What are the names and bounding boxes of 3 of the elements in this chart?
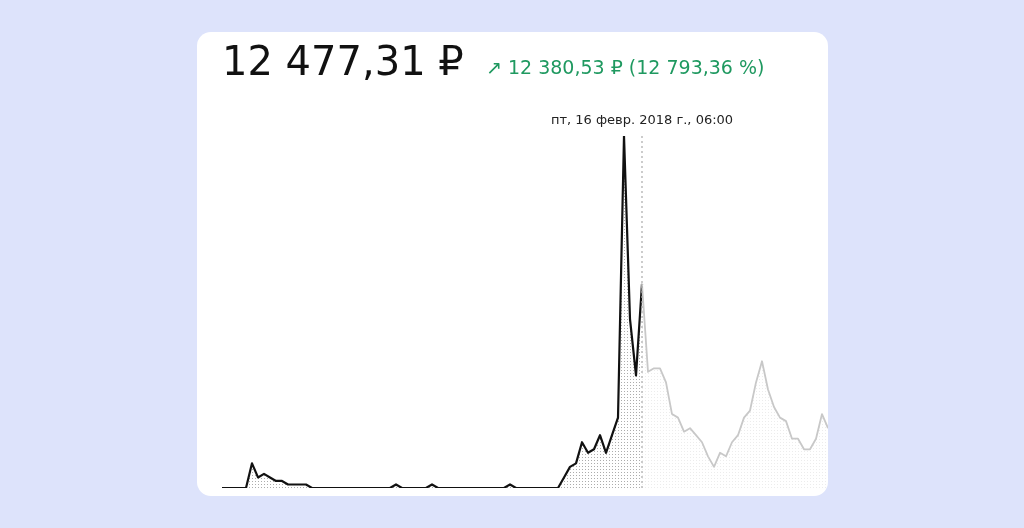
text: пт, 16 февр. 2018 г., 06:00	[550, 112, 734, 127]
chart-title: 12 477,31 ₽	[222, 38, 464, 84]
chart-subtitle: ↗ 12 380,53 ₽ (12 793,36 %)	[486, 56, 765, 78]
